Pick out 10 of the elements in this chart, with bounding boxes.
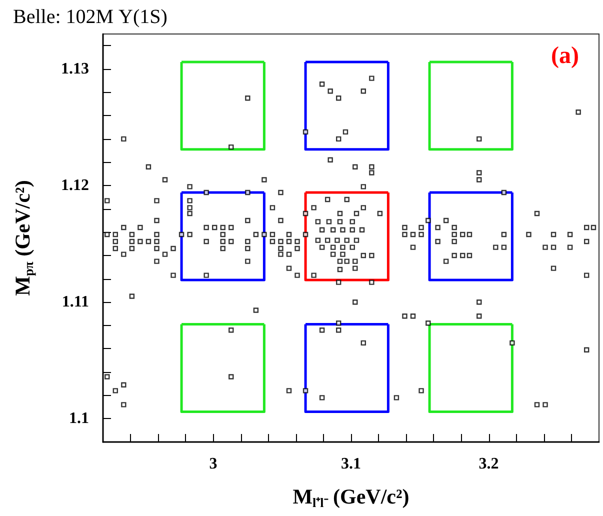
x-tick-label: 3 bbox=[209, 456, 218, 472]
x-tick-label: 3.2 bbox=[478, 456, 499, 472]
chart-title: Belle: 102M Υ(1S) bbox=[13, 6, 168, 28]
x-tick-label: 3.1 bbox=[341, 456, 361, 472]
y-tick-label: 1.1 bbox=[69, 410, 89, 428]
annotation: (a) bbox=[551, 43, 579, 69]
y-tick-label: 1.11 bbox=[62, 294, 89, 311]
y-axis-title: Mpπ (GeV/c²) bbox=[10, 180, 36, 296]
y-tick-label: 1.13 bbox=[61, 60, 89, 78]
y-tick-label: 1.12 bbox=[61, 177, 89, 194]
